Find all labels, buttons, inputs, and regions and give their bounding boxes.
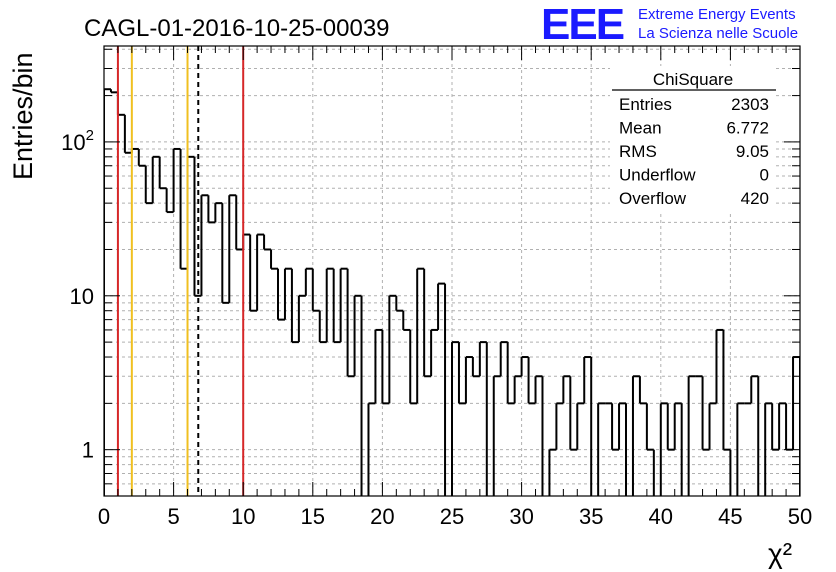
x-tick-label: 0 <box>98 504 110 529</box>
chart-title: CAGL-01-2016-10-25-00039 <box>84 15 390 42</box>
stats-value: 420 <box>741 189 769 208</box>
x-tick-label: 40 <box>649 504 673 529</box>
stats-value: 6.772 <box>726 119 769 138</box>
logo-line-2: La Scienza nelle Scuole <box>638 25 798 42</box>
stats-title: ChiSquare <box>653 70 733 89</box>
x-tick-label: 15 <box>301 504 325 529</box>
x-tick-label: 25 <box>440 504 464 529</box>
x-tick-label: 45 <box>718 504 742 529</box>
stats-value: 9.05 <box>736 142 769 161</box>
stats-label: Entries <box>619 95 672 114</box>
stats-label: Mean <box>619 119 662 138</box>
stats-label: Overflow <box>619 189 687 208</box>
x-tick-label: 20 <box>370 504 394 529</box>
logo-mark: EEE <box>541 0 624 49</box>
stats-value: 0 <box>760 166 769 185</box>
marker-lines <box>116 46 245 496</box>
axis-ticks: 0 5 10 15 20 25 30 35 40 45 50 1 10 102 <box>61 46 812 529</box>
x-tick-label: 50 <box>788 504 812 529</box>
x-tick-label: 10 <box>231 504 255 529</box>
stats-box: ChiSquare Entries 2303 Mean 6.772 RMS 9.05 Und… <box>610 66 776 212</box>
stats-label: RMS <box>619 142 657 161</box>
logo-line-1: Extreme Energy Events <box>638 6 796 23</box>
y-axis-label: Entries/bin <box>8 52 38 180</box>
x-tick-label: 30 <box>509 504 533 529</box>
x-axis-label: χ² <box>768 538 792 569</box>
eee-logo: EEE Extreme Energy Events La Scienza nel… <box>540 0 798 50</box>
y-tick-label: 10 <box>70 284 94 309</box>
y-tick-label: 1 <box>82 438 94 463</box>
y-tick-label: 102 <box>61 127 94 155</box>
x-tick-label: 5 <box>167 504 179 529</box>
x-tick-label: 35 <box>579 504 603 529</box>
stats-label: Underflow <box>619 166 696 185</box>
stats-value: 2303 <box>731 95 769 114</box>
